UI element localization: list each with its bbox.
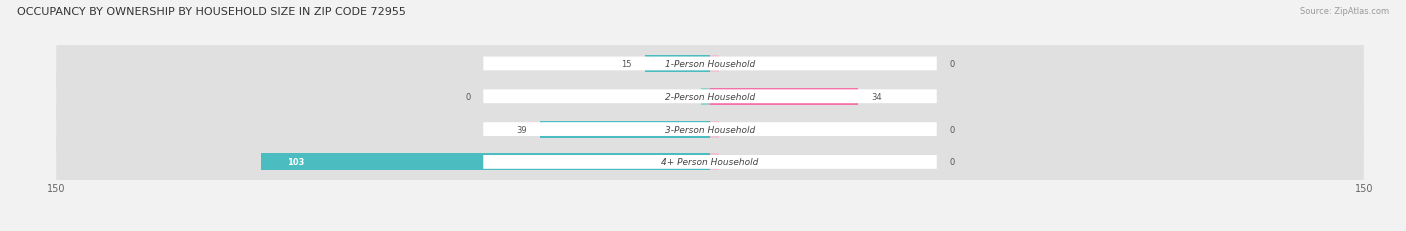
FancyBboxPatch shape xyxy=(56,33,1364,95)
Bar xyxy=(710,154,718,171)
FancyBboxPatch shape xyxy=(56,98,1364,161)
Text: 0: 0 xyxy=(950,60,955,69)
Bar xyxy=(702,88,710,105)
Text: 15: 15 xyxy=(621,60,631,69)
Text: 103: 103 xyxy=(287,158,305,167)
Text: 0: 0 xyxy=(950,158,955,167)
Text: 1-Person Household: 1-Person Household xyxy=(665,60,755,69)
Bar xyxy=(262,154,710,171)
Bar xyxy=(710,121,718,138)
FancyBboxPatch shape xyxy=(484,57,936,71)
FancyBboxPatch shape xyxy=(56,131,1364,193)
FancyBboxPatch shape xyxy=(484,123,936,136)
FancyBboxPatch shape xyxy=(484,155,936,169)
Text: 0: 0 xyxy=(950,125,955,134)
Text: Source: ZipAtlas.com: Source: ZipAtlas.com xyxy=(1301,7,1389,16)
FancyBboxPatch shape xyxy=(484,90,936,104)
Text: OCCUPANCY BY OWNERSHIP BY HOUSEHOLD SIZE IN ZIP CODE 72955: OCCUPANCY BY OWNERSHIP BY HOUSEHOLD SIZE… xyxy=(17,7,406,17)
FancyBboxPatch shape xyxy=(56,66,1364,128)
Text: 0: 0 xyxy=(465,92,470,101)
Bar xyxy=(540,121,710,138)
Bar xyxy=(710,56,718,73)
Text: 3-Person Household: 3-Person Household xyxy=(665,125,755,134)
Bar xyxy=(644,56,710,73)
Text: 4+ Person Household: 4+ Person Household xyxy=(661,158,759,167)
Text: 2-Person Household: 2-Person Household xyxy=(665,92,755,101)
Bar xyxy=(710,88,858,105)
Text: 39: 39 xyxy=(516,125,527,134)
Text: 34: 34 xyxy=(872,92,882,101)
